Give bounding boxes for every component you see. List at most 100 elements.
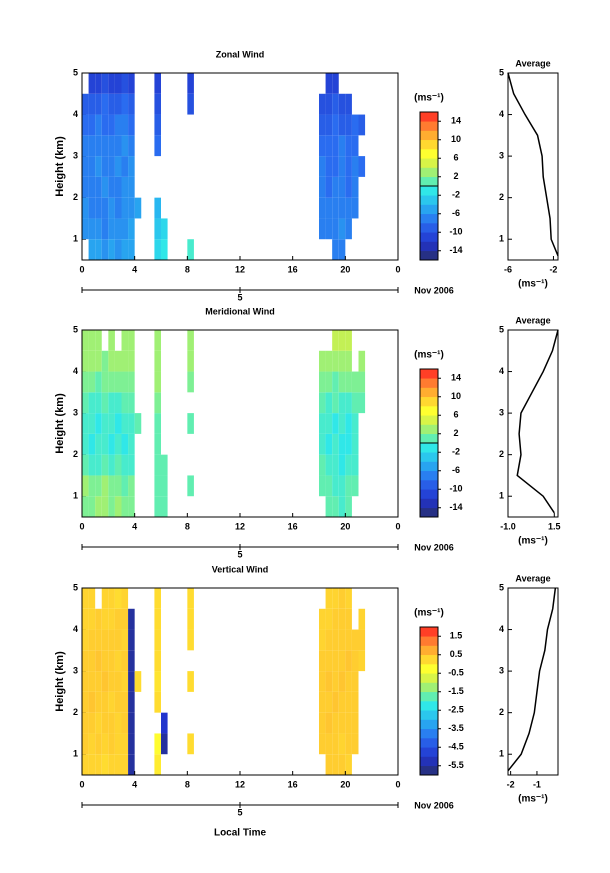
colorbar-tick-label: 2 <box>453 171 458 181</box>
heat-cell <box>154 114 161 136</box>
heat-cell <box>121 135 129 157</box>
heat-cell <box>108 608 115 630</box>
heat-cell <box>319 712 326 734</box>
heat-cell <box>332 754 339 775</box>
heat-cell <box>154 496 161 517</box>
heat-cell <box>187 73 194 94</box>
heat-cell <box>345 93 352 115</box>
heat-cell <box>101 176 109 198</box>
colorbar-bin <box>420 645 438 656</box>
heat-cell <box>108 176 115 198</box>
heat-cell <box>128 671 135 692</box>
heat-cell <box>101 413 109 434</box>
heat-cell <box>101 454 109 476</box>
heat-cell <box>101 239 109 260</box>
heat-cell <box>332 733 339 755</box>
heat-cell <box>95 629 102 651</box>
heat-cell <box>82 588 89 609</box>
heat-cell <box>128 197 135 219</box>
heat-cell <box>325 733 333 755</box>
heat-cell <box>332 197 339 219</box>
heat-cell <box>351 433 359 455</box>
heat-cell <box>82 392 89 414</box>
heat-cell <box>128 392 135 414</box>
heat-cell <box>88 135 96 157</box>
heat-cell <box>154 239 161 260</box>
heat-cell <box>325 350 333 372</box>
heat-cell <box>121 608 129 630</box>
heat-cell <box>95 691 102 713</box>
y-tick-label: 4 <box>499 624 504 634</box>
chart-title: Average <box>515 315 550 325</box>
heat-cell <box>108 93 115 115</box>
colorbar-bin <box>420 701 438 711</box>
heat-cell <box>95 475 102 497</box>
heat-cell <box>108 629 115 651</box>
y-tick-label: 3 <box>499 665 504 675</box>
heat-cell <box>358 371 366 393</box>
heat-cell <box>114 392 122 414</box>
heat-cell <box>114 588 122 609</box>
heat-cell <box>325 650 333 672</box>
heat-cell <box>82 93 89 115</box>
colorbar-tick-label: -14 <box>449 502 462 512</box>
heat-cell <box>128 754 135 775</box>
profile-line <box>516 329 559 514</box>
heat-cell <box>114 350 122 372</box>
heat-cell <box>128 350 135 372</box>
y-tick-label: 2 <box>499 449 504 459</box>
date-label: Nov 2006 <box>414 800 454 810</box>
colorbar-bin <box>420 250 438 261</box>
colorbar-tick-label: 6 <box>453 153 458 163</box>
heat-cell <box>114 712 122 734</box>
y-tick-label: 1 <box>499 491 504 501</box>
colorbar-tick-label: 0.5 <box>450 649 463 659</box>
heat-cell <box>345 712 352 734</box>
heat-cell <box>128 413 135 434</box>
x-axis-label: (ms⁻¹) <box>518 536 548 547</box>
heat-cell <box>114 93 122 115</box>
heat-cell <box>108 330 115 351</box>
heat-cell <box>128 691 135 713</box>
plot-frame <box>507 329 559 518</box>
heat-cell <box>325 413 333 434</box>
y-tick-label: 4 <box>73 624 78 634</box>
heat-cell <box>101 608 109 630</box>
heat-cell <box>88 733 96 755</box>
heat-cell <box>95 671 102 692</box>
colorbar-bin <box>420 223 438 233</box>
heat-cell <box>351 475 359 497</box>
heat-cell <box>128 114 135 136</box>
heat-cell <box>88 114 96 136</box>
heat-cell <box>319 392 326 414</box>
heat-cell <box>108 239 115 260</box>
colorbar-bin <box>420 213 438 224</box>
colorbar-bin <box>420 415 438 425</box>
heat-cell <box>95 73 102 94</box>
heat-cell <box>325 629 333 651</box>
heat-cell <box>88 496 96 517</box>
y-tick-label: 4 <box>73 109 78 119</box>
heat-cell <box>121 413 129 434</box>
heat-cell <box>114 754 122 775</box>
heat-cell <box>108 371 115 393</box>
heat-cell <box>108 588 115 609</box>
profile-line <box>507 72 559 257</box>
colorbar-tick-label: -2 <box>452 190 460 200</box>
heat-cell <box>101 691 109 713</box>
heat-cell <box>121 218 129 240</box>
y-tick-label: 2 <box>73 449 78 459</box>
heat-cell <box>121 350 129 372</box>
heat-cell <box>95 330 102 351</box>
heat-cell <box>95 239 102 260</box>
heat-cell <box>88 176 96 198</box>
heat-cell <box>345 371 352 393</box>
heat-cell <box>154 671 161 692</box>
y-tick-label: 5 <box>73 324 78 334</box>
chart-title: Meridional Wind <box>205 306 274 316</box>
heat-cell <box>82 371 89 393</box>
heat-cell <box>338 350 346 372</box>
heat-cell <box>345 475 352 497</box>
y-tick-label: 1 <box>499 234 504 244</box>
heat-cell <box>351 135 359 157</box>
